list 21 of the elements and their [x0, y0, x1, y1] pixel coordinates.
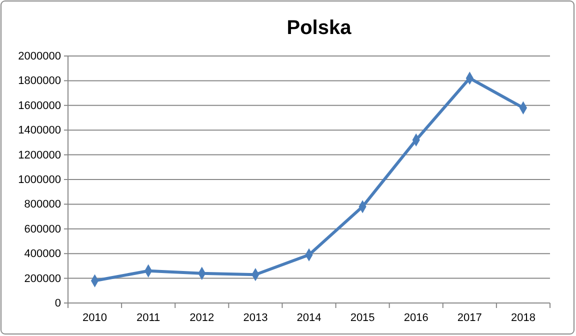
- y-tick-label: 0: [54, 298, 61, 310]
- y-tick-label: 1200000: [18, 149, 61, 162]
- x-tick-label: 2011: [136, 312, 160, 324]
- y-tick-label: 400000: [24, 248, 61, 260]
- y-tick-label: 1000000: [18, 174, 61, 186]
- x-tick-label: 2013: [243, 312, 268, 324]
- x-tick-label: 2018: [510, 312, 536, 324]
- x-tick-label: 2017: [457, 312, 482, 324]
- chart-title: Polska: [286, 17, 352, 39]
- y-tick-label: 200000: [24, 272, 61, 285]
- x-tick-label: 2010: [82, 312, 108, 324]
- y-tick-label: 1600000: [18, 100, 61, 112]
- x-tick-label: 2014: [296, 312, 322, 324]
- y-tick-label: 2000000: [18, 50, 61, 63]
- x-tick-label: 2016: [404, 312, 428, 324]
- y-tick-label: 600000: [24, 223, 61, 236]
- y-tick-label: 1800000: [18, 75, 61, 88]
- x-tick-label: 2015: [350, 312, 375, 324]
- y-tick-label: 1400000: [18, 124, 61, 137]
- x-tick-label: 2012: [190, 312, 214, 324]
- y-tick-label: 800000: [24, 198, 61, 211]
